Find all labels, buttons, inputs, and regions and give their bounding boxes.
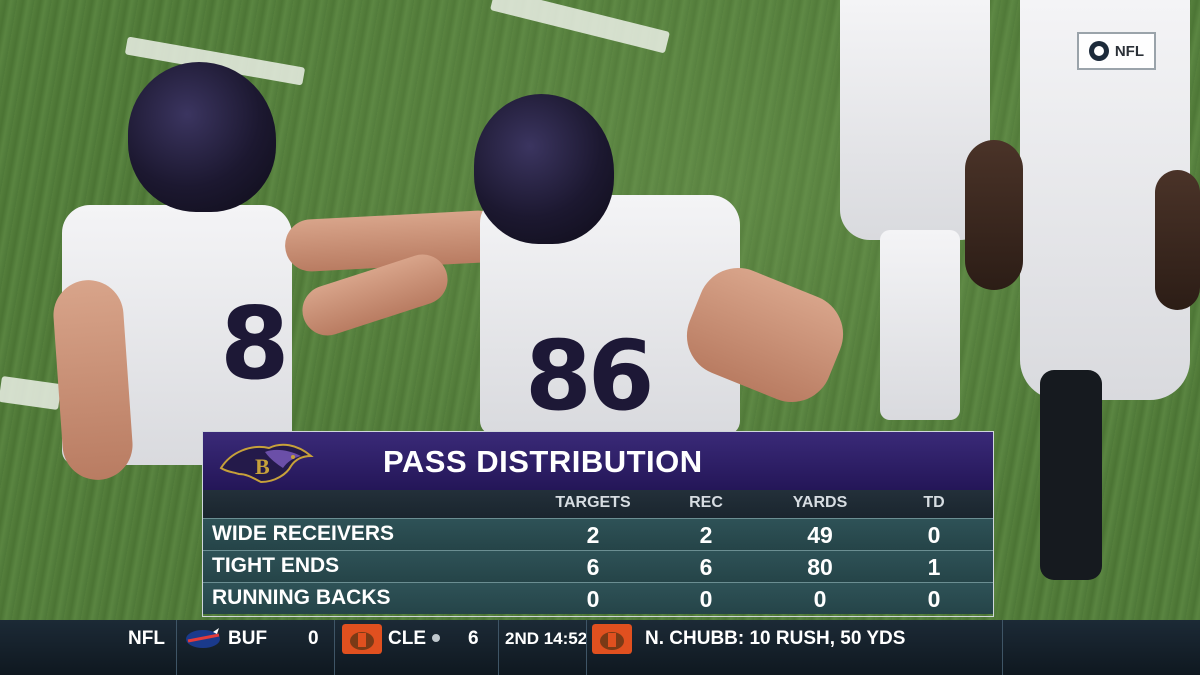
table-cell: 0 — [586, 586, 600, 612]
table-row: RUNNING BACKS 0 0 0 0 — [203, 582, 993, 614]
table-cell: 0 — [813, 586, 827, 612]
cbs-eye-icon — [1088, 41, 1109, 61]
home-score: 6 — [468, 628, 479, 649]
ticker-divider — [334, 620, 335, 675]
yard-line-marking — [0, 375, 62, 411]
table-cell: 6 — [586, 554, 600, 580]
table-cell: 0 — [927, 522, 941, 548]
player-helmet — [128, 62, 276, 212]
browns-logo-icon — [342, 624, 382, 654]
football-field-background: 8 86 — [0, 0, 1200, 620]
ticker-divider — [176, 620, 177, 675]
row-label: TIGHT ENDS — [212, 554, 340, 577]
possession-indicator-icon — [432, 634, 440, 642]
ravens-logo-icon: B — [219, 443, 314, 484]
table-cell: 2 — [699, 522, 713, 548]
ticker-divider — [498, 620, 499, 675]
pass-distribution-graphic: B PASS DISTRIBUTION TARGETS REC YARDS TD… — [202, 431, 994, 617]
row-label: RUNNING BACKS — [212, 586, 391, 609]
network-bug: NFL — [1076, 32, 1156, 70]
jersey-number: 8 — [220, 285, 290, 402]
game-clock: 2ND 14:52 — [505, 629, 588, 648]
away-team: BUF — [228, 628, 268, 649]
table-cell: 0 — [927, 586, 941, 612]
ticker-divider — [1002, 620, 1003, 675]
score-ticker: NFL BUF 0 CLE 6 2ND 14:52 N. CHUBB: 10 R… — [0, 620, 1200, 675]
column-header: REC — [689, 494, 723, 511]
table-cell: 6 — [699, 554, 713, 580]
table-cell: 1 — [927, 554, 941, 580]
ticker-league: NFL — [128, 628, 165, 649]
column-header: YARDS — [792, 494, 848, 511]
table-row: TIGHT ENDS 6 6 80 1 — [203, 550, 993, 582]
table-cell: 49 — [807, 522, 833, 548]
graphic-header: B PASS DISTRIBUTION — [203, 432, 993, 490]
ticker-stat-line: N. CHUBB: 10 RUSH, 50 YDS — [645, 628, 906, 649]
yard-line-marking — [490, 0, 670, 54]
column-header-row: TARGETS REC YARDS TD — [203, 490, 993, 518]
home-team: CLE — [388, 628, 426, 649]
column-header: TARGETS — [555, 494, 631, 511]
ticker-divider — [586, 620, 587, 675]
jersey-number: 86 — [525, 320, 655, 432]
browns-logo-icon — [592, 624, 632, 654]
table-row: WIDE RECEIVERS 2 2 49 0 — [203, 518, 993, 550]
row-label: WIDE RECEIVERS — [212, 522, 395, 545]
bills-logo-icon — [186, 628, 220, 648]
table-cell: 0 — [699, 586, 713, 612]
table-cell: 80 — [807, 554, 833, 580]
player-helmet — [474, 94, 614, 244]
away-score: 0 — [308, 628, 319, 649]
table-cell: 2 — [586, 522, 600, 548]
network-bug-league: NFL — [1114, 42, 1144, 60]
column-header: TD — [923, 494, 945, 511]
graphic-title: PASS DISTRIBUTION — [383, 444, 703, 479]
svg-text:B: B — [255, 454, 270, 479]
